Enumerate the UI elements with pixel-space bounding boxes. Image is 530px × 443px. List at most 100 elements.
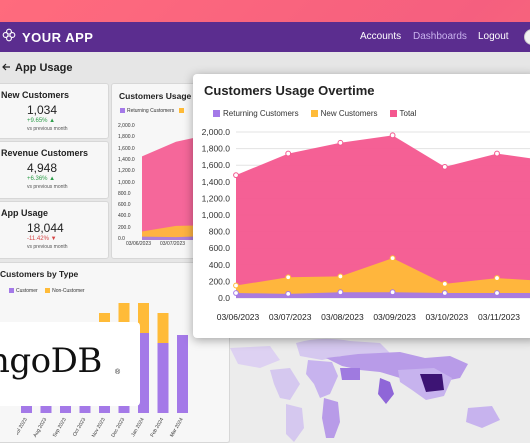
series-area-2: [236, 135, 530, 298]
series-area-1: [236, 258, 530, 298]
x-tick-label: Feb 2024: [149, 417, 165, 438]
y-tick-label: 400.0: [118, 213, 131, 220]
stat-card-app-usage: App Usage 18,044 -11.42% ▼ vs previous m…: [0, 201, 109, 259]
bar-non-customer: [118, 303, 130, 333]
data-point: [389, 132, 396, 139]
bar-non-customer: [157, 313, 169, 343]
x-tick-label: Jan 2024: [130, 417, 146, 438]
nav-link-dashboards[interactable]: Dashboards: [413, 31, 467, 42]
x-tick-label: Aug 2023: [32, 417, 48, 439]
stat-change: -11.42% ▼: [27, 236, 57, 242]
stat-title: New Customers: [1, 90, 70, 100]
x-tick-label: 03/11/2023: [478, 312, 520, 322]
data-point: [337, 273, 344, 280]
y-tick-label: 2,000.0: [118, 123, 135, 129]
bar-non-customer: [138, 303, 149, 333]
y-tick-label: 200.0: [209, 276, 231, 286]
card-title: Customers by Type: [0, 269, 79, 279]
legend-item-new[interactable]: New Customers: [310, 109, 378, 118]
data-point: [494, 290, 500, 296]
card-title: Customers Usage: [119, 91, 192, 101]
page-title-text: App Usage: [15, 62, 73, 74]
y-tick-label: 1,200.0: [202, 193, 231, 203]
y-tick-label: 0.0: [218, 293, 230, 303]
brand[interactable]: YOUR APP: [2, 28, 93, 47]
stat-value: 1,034: [27, 103, 58, 117]
data-point: [441, 280, 448, 287]
legend-item-returning[interactable]: Returning Customers: [213, 109, 299, 118]
y-tick-label: 0.0: [118, 236, 125, 242]
stat-sub: vs previous month: [27, 244, 68, 250]
x-tick: 03/06/2023: [126, 241, 152, 247]
data-point: [494, 275, 500, 281]
stat-card-revenue-customers: Revenue Customers 4,948 +6.36% ▲ vs prev…: [0, 141, 109, 199]
nav-link-accounts[interactable]: Accounts: [360, 31, 402, 42]
y-tick-label: 800.0: [209, 227, 231, 237]
y-tick-label: 200.0: [118, 224, 131, 231]
y-tick-label: 1,000.0: [202, 210, 231, 220]
bar-customer: [138, 333, 149, 413]
y-tick-label: 1,400.0: [118, 156, 135, 163]
nav-link-logout[interactable]: Logout: [478, 31, 509, 42]
y-tick-label: 1,200.0: [118, 168, 135, 175]
mongodb-logo-text: ngoDB: [0, 341, 102, 381]
stat-value: 4,948: [27, 161, 58, 175]
y-tick-label: 1,400.0: [202, 177, 231, 187]
stat-sub: vs previous month: [27, 184, 68, 190]
x-tick-label: Sep 2023: [52, 417, 68, 439]
flower-logo-icon: [2, 28, 16, 47]
brand-name: YOUR APP: [22, 30, 94, 45]
app-window: YOUR APP Accounts Dashboards Logout App …: [0, 22, 530, 443]
x-tick-label: 03/07/2023: [269, 312, 312, 322]
x-tick-label: 03/09/2023: [373, 312, 416, 322]
stat-change: +9.65% ▲: [27, 118, 56, 124]
y-tick-label: 1,600.0: [118, 145, 135, 152]
data-point: [494, 150, 500, 157]
stat-title: Revenue Customers: [1, 148, 89, 158]
y-tick-label: 1,600.0: [202, 160, 231, 170]
data-point: [389, 255, 396, 262]
y-tick-label: 400.0: [209, 260, 231, 270]
stat-change: +6.36% ▲: [27, 176, 56, 182]
y-tick-label: 1,000.0: [118, 179, 135, 186]
world-map-card: [230, 338, 530, 443]
world-map-icon: [230, 338, 500, 442]
legend-item: Customer: [16, 288, 38, 294]
data-point: [285, 150, 292, 157]
data-point: [233, 282, 239, 289]
data-point: [233, 172, 239, 179]
page-title: App Usage: [2, 62, 72, 74]
bar-customer: [157, 343, 169, 413]
stat-value: 18,044: [27, 221, 64, 235]
area-chart: 2,000.0 1,800.0 1,600.0 1,400.0 1,200.0 1,000…: [202, 127, 530, 322]
registered-mark-icon: ®: [115, 369, 121, 376]
data-point: [441, 163, 448, 170]
data-point: [233, 290, 239, 296]
top-navbar: YOUR APP Accounts Dashboards Logout: [0, 22, 530, 52]
data-point: [337, 289, 344, 296]
back-arrow-icon[interactable]: [2, 62, 11, 74]
y-tick-label: 1,800.0: [118, 134, 135, 141]
data-point: [441, 290, 448, 296]
bar-customer: [177, 335, 188, 413]
x-tick-label: 03/08/2023: [321, 312, 364, 322]
stat-title: App Usage: [1, 208, 49, 218]
card-legend: Customer Non-Customer: [9, 288, 85, 294]
card-legend: Returning Customers: [120, 108, 186, 114]
avatar[interactable]: [524, 29, 530, 45]
x-tick: 03/07/2023: [160, 241, 186, 247]
popup-title: Customers Usage Overtime: [204, 83, 375, 98]
data-point: [337, 139, 344, 146]
y-tick-label: 600.0: [209, 243, 231, 253]
data-point: [285, 290, 292, 297]
legend-item: Returning Customers: [127, 108, 175, 114]
x-tick-label: Dec 2023: [110, 417, 126, 439]
mongodb-logo-card: ngoDB ®: [0, 322, 140, 406]
y-tick-label: 1,800.0: [202, 144, 231, 154]
chart-legend: Returning Customers New Customers Total: [213, 109, 416, 118]
customers-usage-overtime-popup: Customers Usage Overtime Returning Custo…: [193, 74, 530, 338]
stat-sub: vs previous month: [27, 126, 68, 132]
data-point: [389, 289, 396, 296]
legend-item-total[interactable]: Total: [389, 109, 416, 118]
y-tick-label: 800.0: [118, 190, 131, 197]
